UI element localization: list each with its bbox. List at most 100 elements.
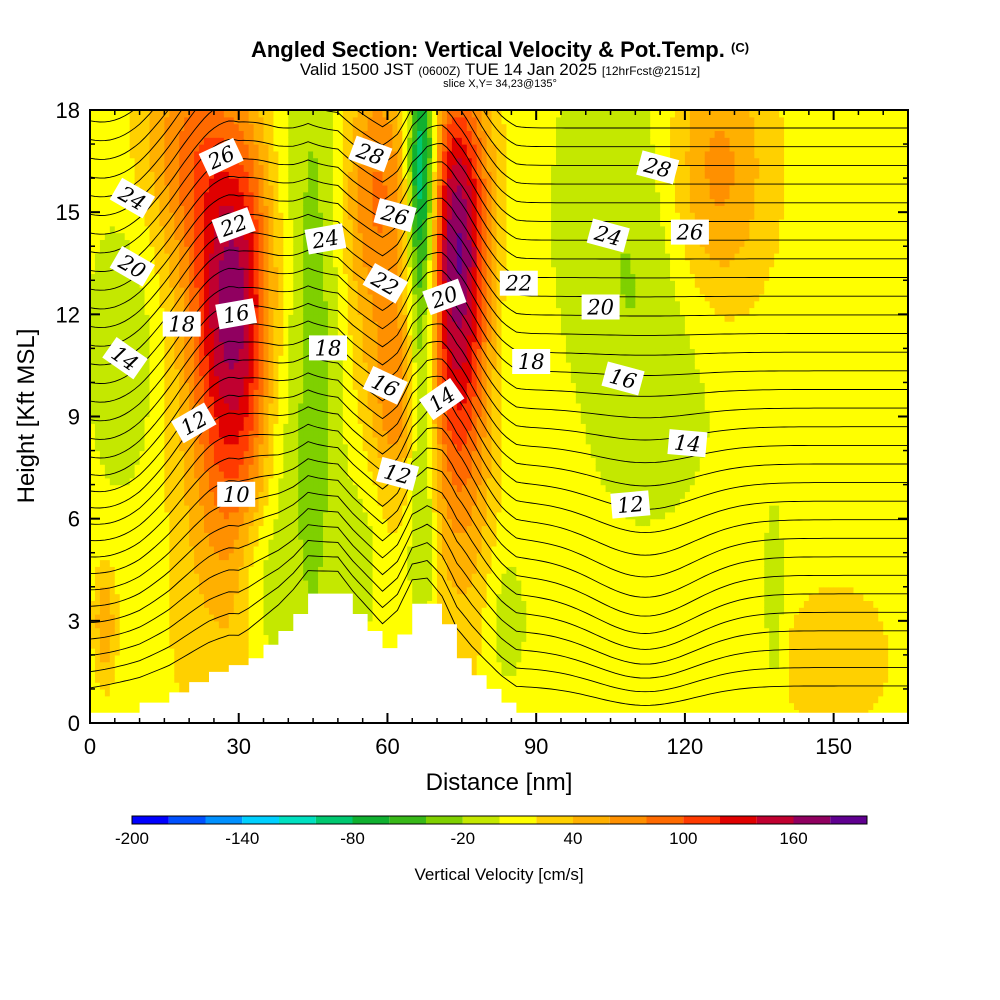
velocity-cell bbox=[263, 239, 270, 247]
velocity-cell bbox=[263, 198, 270, 206]
velocity-cell bbox=[204, 239, 210, 247]
velocity-cell bbox=[154, 246, 161, 254]
velocity-cell bbox=[313, 402, 319, 411]
velocity-cell bbox=[223, 253, 230, 261]
velocity-cell bbox=[99, 171, 106, 179]
velocity-cell bbox=[144, 402, 151, 411]
velocity-cell bbox=[327, 436, 334, 445]
velocity-cell bbox=[194, 348, 200, 356]
velocity-cell bbox=[94, 457, 101, 465]
velocity-cell bbox=[342, 184, 349, 193]
velocity-cell bbox=[218, 334, 225, 343]
velocity-cell bbox=[104, 137, 111, 145]
velocity-cell bbox=[273, 450, 279, 458]
velocity-cell bbox=[159, 382, 165, 390]
velocity-cell bbox=[278, 287, 284, 295]
velocity-cell bbox=[352, 532, 359, 540]
velocity-cell bbox=[184, 545, 190, 554]
velocity-cell bbox=[129, 157, 136, 166]
velocity-cell bbox=[149, 130, 156, 138]
velocity-cell bbox=[119, 627, 126, 636]
velocity-cell bbox=[238, 293, 245, 302]
velocity-cell bbox=[298, 362, 304, 370]
velocity-cell bbox=[278, 110, 284, 118]
velocity-cell bbox=[263, 477, 270, 486]
velocity-cell bbox=[342, 239, 349, 247]
velocity-cell bbox=[347, 518, 354, 527]
velocity-cell bbox=[278, 607, 284, 615]
velocity-cell bbox=[273, 607, 279, 615]
velocity-cell bbox=[313, 470, 319, 479]
velocity-cell bbox=[179, 266, 185, 275]
velocity-cell bbox=[104, 259, 111, 268]
velocity-cell bbox=[174, 178, 180, 186]
velocity-cell bbox=[134, 688, 141, 697]
velocity-cell bbox=[90, 702, 96, 710]
velocity-cell bbox=[119, 375, 126, 384]
velocity-cell bbox=[213, 586, 220, 595]
velocity-cell bbox=[104, 375, 111, 384]
velocity-cell bbox=[134, 293, 141, 302]
velocity-cell bbox=[144, 484, 151, 493]
velocity-cell bbox=[332, 545, 339, 554]
velocity-cell bbox=[327, 130, 334, 138]
velocity-cell bbox=[199, 184, 205, 193]
velocity-cell bbox=[318, 212, 324, 220]
velocity-cell bbox=[104, 511, 111, 520]
velocity-cell bbox=[90, 627, 96, 636]
velocity-cell bbox=[129, 641, 136, 649]
velocity-cell bbox=[199, 641, 205, 649]
velocity-cell bbox=[208, 205, 215, 213]
velocity-cell bbox=[337, 191, 344, 200]
velocity-cell bbox=[124, 443, 131, 452]
velocity-cell bbox=[253, 225, 260, 234]
velocity-cell bbox=[303, 191, 309, 200]
velocity-cell bbox=[204, 579, 210, 588]
velocity-cell bbox=[263, 484, 270, 493]
velocity-cell bbox=[109, 607, 116, 615]
velocity-cell bbox=[144, 552, 151, 561]
velocity-cell bbox=[94, 375, 101, 384]
velocity-cell bbox=[288, 362, 294, 370]
velocity-cell bbox=[208, 498, 215, 506]
velocity-cell bbox=[144, 573, 151, 581]
velocity-cell bbox=[323, 396, 329, 404]
velocity-cell bbox=[332, 157, 339, 166]
velocity-cell bbox=[318, 464, 324, 472]
velocity-cell bbox=[164, 648, 170, 656]
title-block: Angled Section: Vertical Velocity & Pot.… bbox=[0, 36, 1000, 90]
velocity-cell bbox=[194, 293, 200, 302]
velocity-cell bbox=[184, 137, 190, 145]
velocity-cell bbox=[129, 314, 136, 322]
velocity-cell bbox=[243, 600, 250, 608]
velocity-cell bbox=[104, 178, 111, 186]
velocity-cell bbox=[114, 641, 121, 649]
velocity-cell bbox=[263, 614, 270, 622]
velocity-cell bbox=[149, 157, 156, 166]
velocity-cell bbox=[243, 246, 250, 254]
velocity-cell bbox=[109, 566, 116, 574]
velocity-cell bbox=[104, 545, 111, 554]
velocity-cell bbox=[109, 253, 116, 261]
velocity-cell bbox=[149, 396, 156, 404]
velocity-cell bbox=[114, 287, 121, 295]
velocity-cell bbox=[213, 239, 220, 247]
velocity-cell bbox=[104, 402, 111, 411]
velocity-cell bbox=[223, 375, 230, 384]
velocity-cell bbox=[218, 130, 225, 138]
velocity-cell bbox=[114, 218, 121, 227]
velocity-cell bbox=[184, 123, 190, 132]
velocity-cell bbox=[199, 382, 205, 390]
velocity-cell bbox=[323, 123, 329, 132]
velocity-cell bbox=[233, 198, 240, 206]
velocity-cell bbox=[208, 130, 215, 138]
velocity-cell bbox=[318, 293, 324, 302]
velocity-cell bbox=[208, 491, 215, 499]
velocity-cell bbox=[337, 389, 344, 397]
velocity-cell bbox=[313, 477, 319, 486]
velocity-cell bbox=[139, 232, 146, 241]
velocity-cell bbox=[238, 470, 245, 479]
velocity-cell bbox=[323, 116, 329, 125]
velocity-cell bbox=[99, 123, 106, 132]
velocity-cell bbox=[164, 484, 170, 493]
